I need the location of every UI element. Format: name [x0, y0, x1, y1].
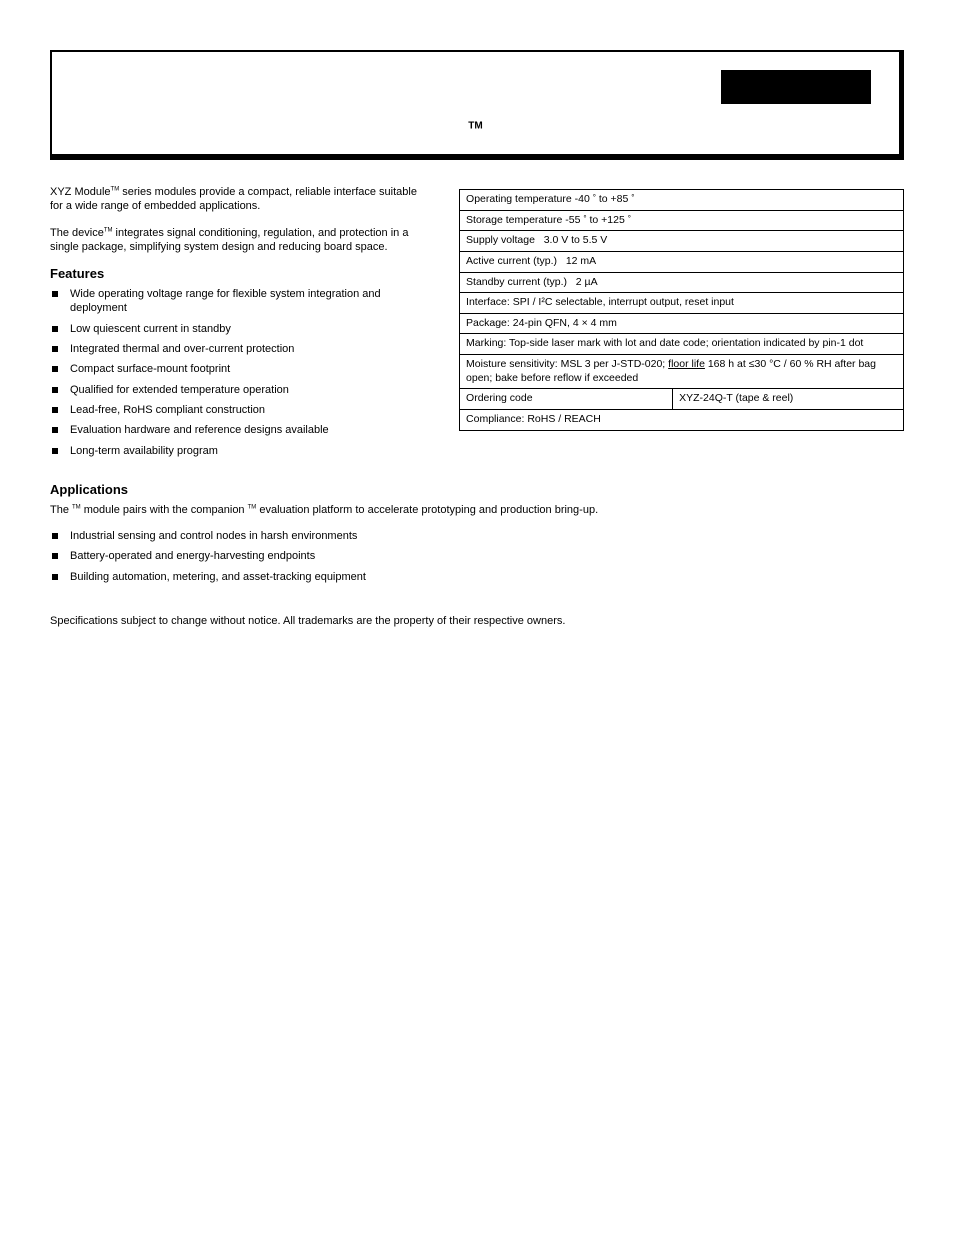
- table-cell: Operating temperature -40 to +85: [460, 190, 904, 211]
- underlined-term: floor life: [668, 358, 705, 370]
- right-column: Operating temperature -40 to +85 Storage…: [459, 185, 904, 431]
- table-cell: Active current (typ.) 12 mA: [460, 251, 904, 272]
- list-item: Qualified for extended temperature opera…: [52, 383, 429, 397]
- degree-icon: [583, 214, 586, 226]
- list-item: Wide operating voltage range for flexibl…: [52, 287, 429, 316]
- table-cell: XYZ-24Q-T (tape & reel): [673, 389, 904, 410]
- list-item: Integrated thermal and over-current prot…: [52, 342, 429, 356]
- applications-list: Industrial sensing and control nodes in …: [52, 529, 904, 584]
- logo-block: [721, 70, 871, 104]
- table-row: Ordering code XYZ-24Q-T (tape & reel): [460, 389, 904, 410]
- table-cell: Standby current (typ.) 2 µA: [460, 272, 904, 293]
- table-row: Moisture sensitivity: MSL 3 per J-STD-02…: [460, 355, 904, 389]
- left-column: XYZ ModuleTM series modules provide a co…: [50, 185, 429, 464]
- applications-heading: Applications: [50, 482, 904, 497]
- table-cell: Interface: SPI / I²C selectable, interru…: [460, 293, 904, 314]
- table-cell: Compliance: RoHS / REACH: [460, 410, 904, 431]
- degree-icon: [628, 214, 631, 226]
- table-row: Storage temperature -55 to +125: [460, 210, 904, 231]
- list-item: Lead-free, RoHS compliant construction: [52, 403, 429, 417]
- list-item: Compact surface-mount footprint: [52, 362, 429, 376]
- table-cell: Package: 24-pin QFN, 4 × 4 mm: [460, 313, 904, 334]
- intro-para-2: The deviceTM integrates signal condition…: [50, 226, 429, 255]
- list-item: Building automation, metering, and asset…: [52, 570, 904, 584]
- table-cell: Ordering code: [460, 389, 673, 410]
- tm-icon: TM: [111, 186, 120, 192]
- tm-icon: TM: [248, 504, 257, 510]
- intro-para-1: XYZ ModuleTM series modules provide a co…: [50, 185, 429, 214]
- title-banner: TM: [50, 50, 904, 160]
- applications-section: Applications The TM module pairs with th…: [50, 482, 904, 584]
- list-item: Evaluation hardware and reference design…: [52, 423, 429, 437]
- table-cell: Marking: Top-side laser mark with lot an…: [460, 334, 904, 355]
- tm-mark: TM: [468, 121, 482, 132]
- table-cell: Moisture sensitivity: MSL 3 per J-STD-02…: [460, 355, 904, 389]
- table-cell: Storage temperature -55 to +125: [460, 210, 904, 231]
- spec-table: Operating temperature -40 to +85 Storage…: [459, 189, 904, 431]
- table-row: Interface: SPI / I²C selectable, interru…: [460, 293, 904, 314]
- two-column-layout: XYZ ModuleTM series modules provide a co…: [50, 185, 904, 464]
- list-item: Low quiescent current in standby: [52, 322, 429, 336]
- features-heading: Features: [50, 266, 429, 281]
- applications-lead: The TM module pairs with the companion T…: [50, 503, 904, 517]
- table-row: Active current (typ.) 12 mA: [460, 251, 904, 272]
- list-item: Battery-operated and energy-harvesting e…: [52, 549, 904, 563]
- list-item: Industrial sensing and control nodes in …: [52, 529, 904, 543]
- tm-icon: TM: [72, 504, 81, 510]
- table-row: Standby current (typ.) 2 µA: [460, 272, 904, 293]
- doc-title: TM: [70, 114, 881, 146]
- features-list: Wide operating voltage range for flexibl…: [52, 287, 429, 458]
- degree-icon: [593, 193, 596, 205]
- table-row: Compliance: RoHS / REACH: [460, 410, 904, 431]
- list-item: Long-term availability program: [52, 444, 429, 458]
- table-row: Operating temperature -40 to +85: [460, 190, 904, 211]
- degree-icon: [631, 193, 634, 205]
- table-row: Supply voltage 3.0 V to 5.5 V: [460, 231, 904, 252]
- footer-note: Specifications subject to change without…: [50, 614, 904, 629]
- table-row: Marking: Top-side laser mark with lot an…: [460, 334, 904, 355]
- table-row: Package: 24-pin QFN, 4 × 4 mm: [460, 313, 904, 334]
- table-cell: Supply voltage 3.0 V to 5.5 V: [460, 231, 904, 252]
